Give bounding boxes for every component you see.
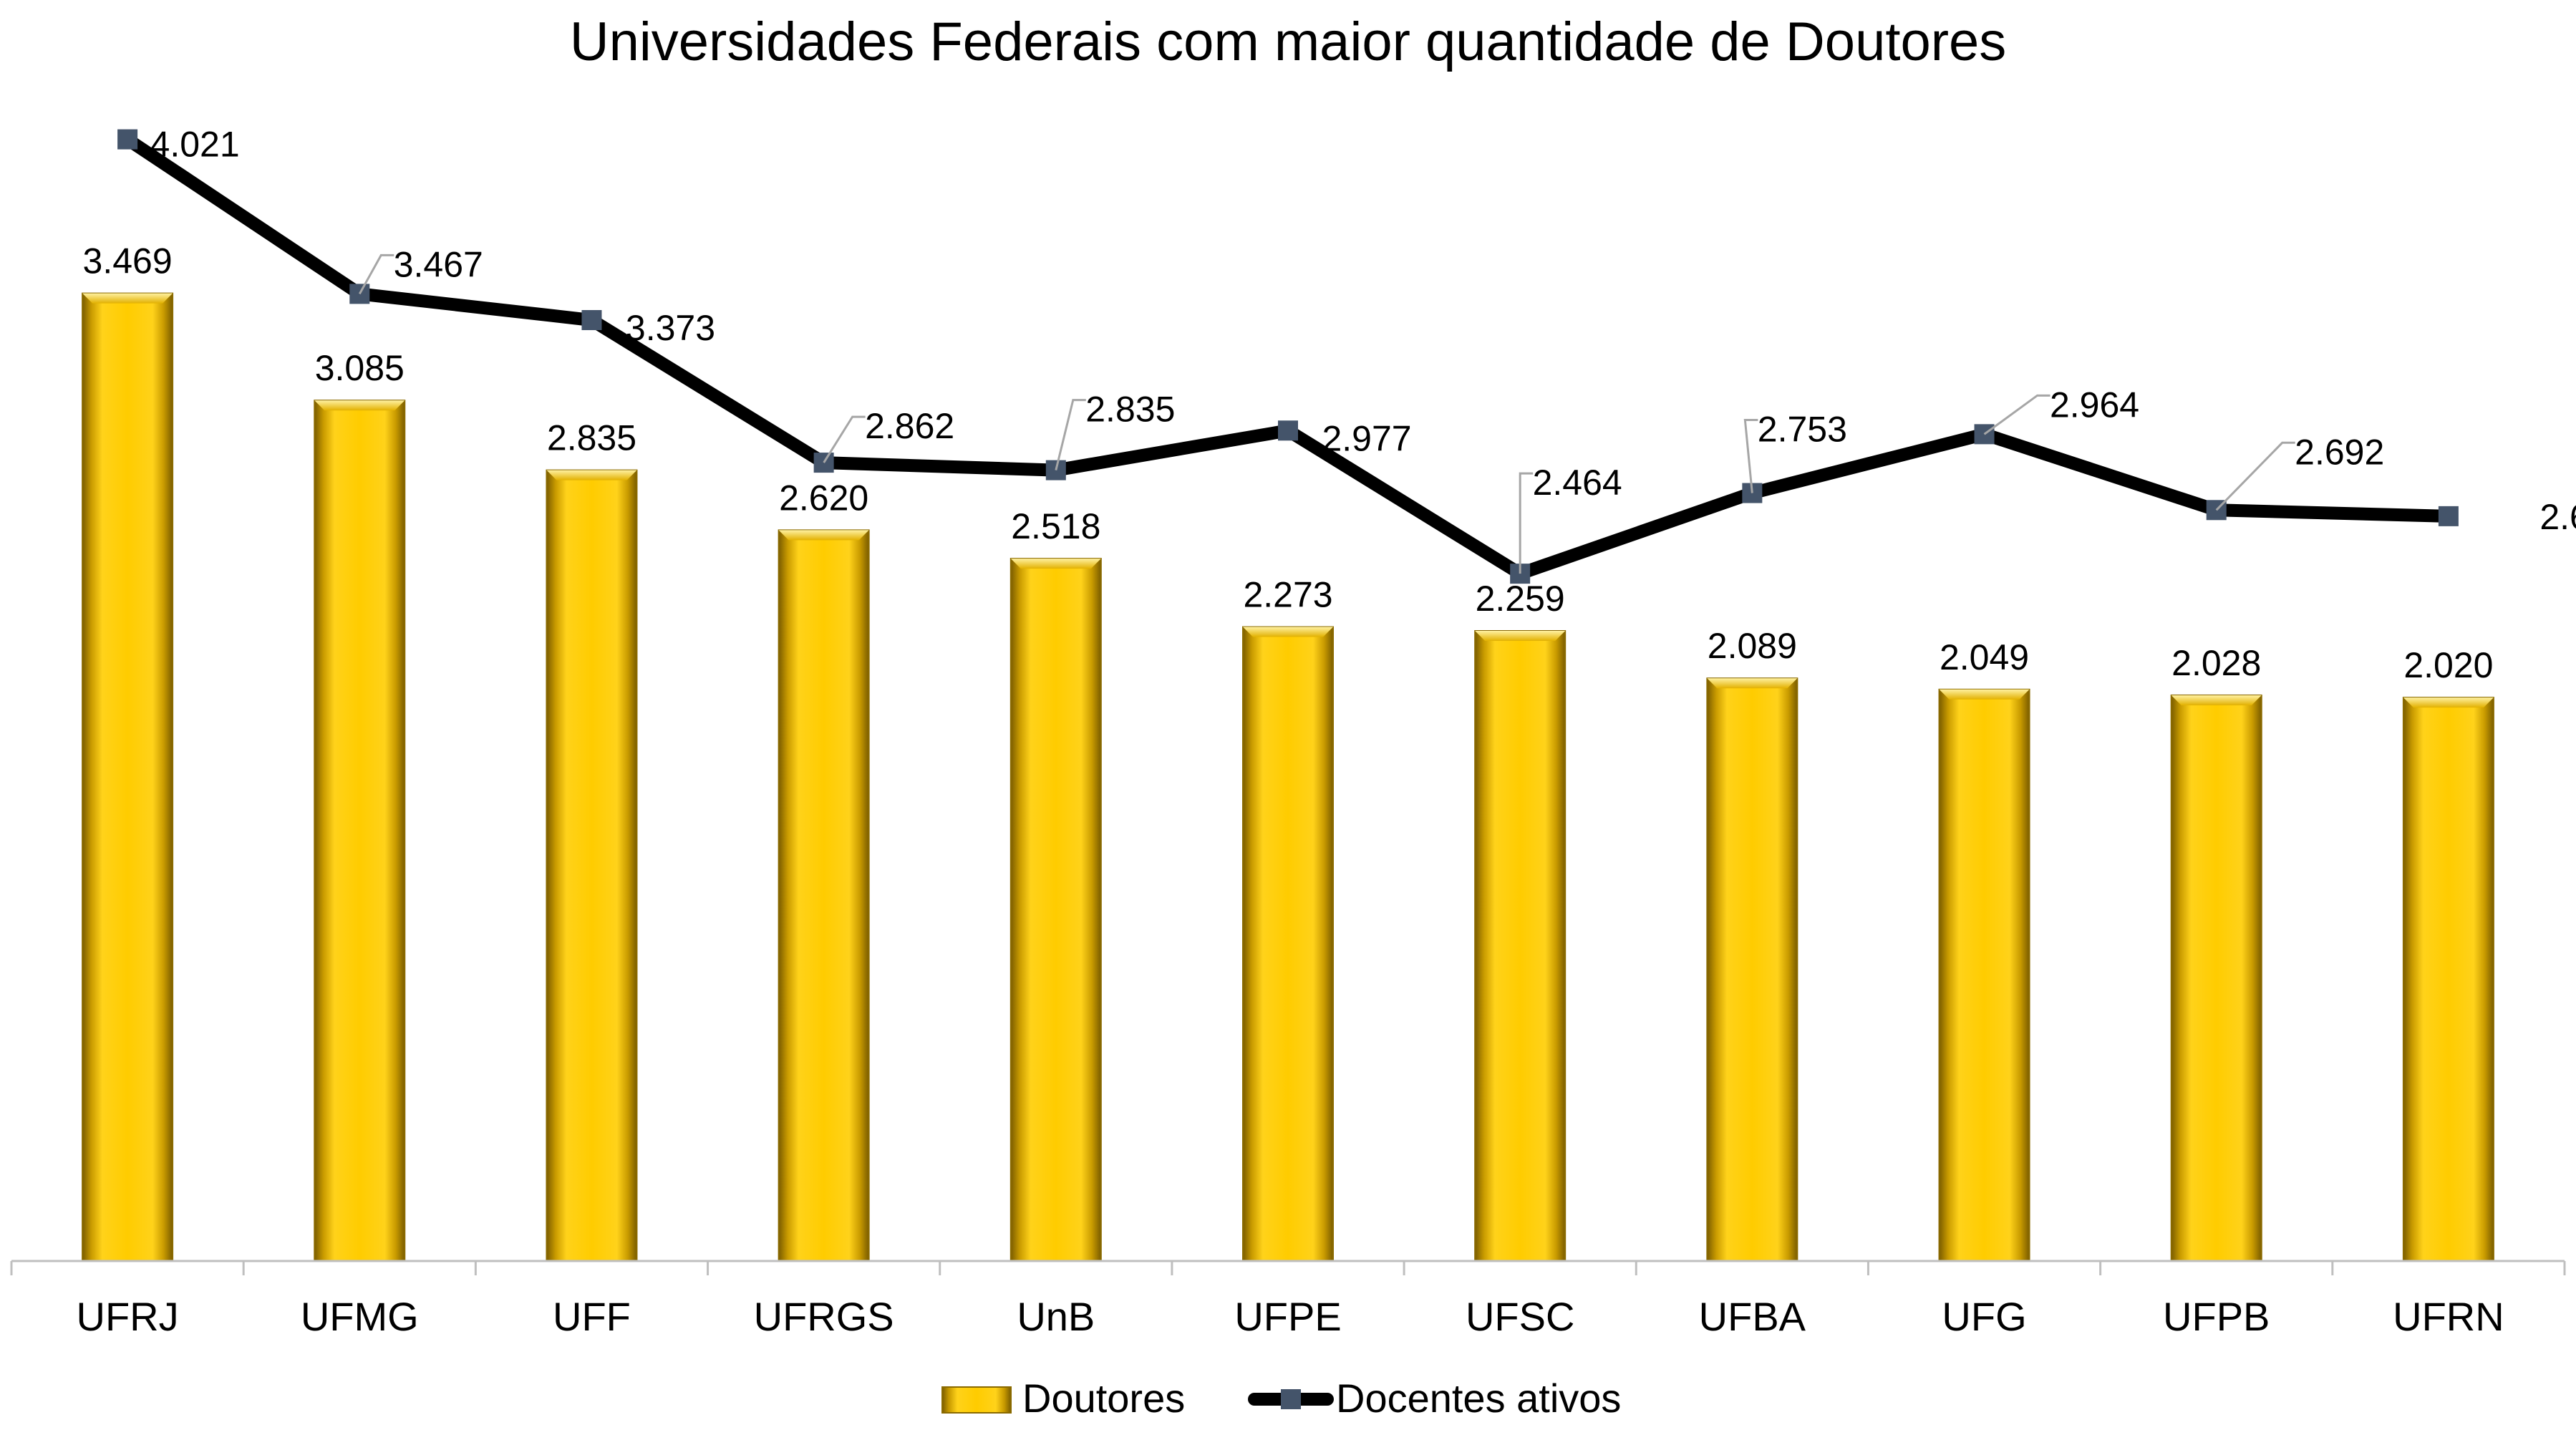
line-marker [2438,506,2459,526]
bar-value-label: 3.085 [315,348,405,388]
bar-value-label: 3.469 [83,241,173,281]
line-value-label: 3.467 [394,244,483,284]
legend-item-docentes: Docentes ativos [1248,1376,1621,1421]
line-layer [117,129,2459,584]
bar-ufba [1706,677,1798,1262]
bar-ufrj [82,292,174,1262]
label-leader-line [1743,419,1758,493]
legend-swatch-doutores [941,1386,1012,1414]
x-tick-label: UFF [553,1294,631,1339]
x-tick-label: UnB [1017,1294,1095,1339]
bar-body [1474,629,1567,1262]
bar-ufg [1938,688,2030,1262]
bar-value-label: 2.273 [1243,575,1332,615]
bar-body [2170,694,2262,1262]
bar-body [2402,697,2494,1262]
bar-bevel [778,530,869,541]
line-value-label: 2.835 [1085,390,1175,430]
legend: Doutores Docentes ativos [941,1376,1621,1421]
line-value-label: 2.862 [865,406,954,446]
bar-ufpb [2170,694,2262,1262]
x-tick-label: UFG [1942,1294,2026,1339]
bar-ufpe [1242,626,1334,1262]
bar-ufsc [1474,629,1567,1262]
line-value-label: 4.021 [150,125,240,165]
line-point-ufrn [2438,506,2459,526]
label-leader-line [1519,472,1534,574]
line-marker [349,284,370,304]
legend-marker-docentes [1281,1389,1301,1409]
labels-layer: 3.469 3.085 2.835 2.620 2.518 2.273 2.259 2.089… [83,125,2576,686]
bar-ufmg [314,400,406,1262]
bar-body [82,292,174,1262]
bar-value-label: 2.259 [1476,579,1565,619]
line-value-label: 2.670 [2539,497,2576,537]
bars-layer [82,292,2494,1262]
legend-label-docentes: Docentes ativos [1336,1376,1621,1421]
line-value-label: 2.464 [1533,463,1622,503]
label-leader-line [823,415,866,463]
bar-bevel [1475,630,1566,641]
bar-value-label: 2.835 [547,418,636,458]
chart-title: Universidades Federais com maior quantid… [570,11,2007,72]
bar-ufrn [2402,697,2494,1262]
bar-value-label: 2.028 [2171,643,2261,683]
line-value-label: 2.753 [1758,410,1847,450]
x-tick-label: UFSC [1466,1294,1574,1339]
bar-body [1938,688,2030,1262]
bar-value-label: 2.518 [1011,506,1100,546]
x-tick-label: UFPE [1234,1294,1341,1339]
line-value-label: 2.964 [2050,385,2139,425]
bar-bevel [1010,559,1101,569]
bar-body [1009,558,1102,1262]
bar-body [1242,626,1334,1262]
label-leader-line [1983,394,2050,435]
bar-value-label: 2.089 [1708,626,1797,666]
line-marker [581,310,602,331]
bar-value-label: 2.049 [1940,637,2029,677]
bar-body [314,400,406,1262]
x-tick-label: UFRJ [77,1294,179,1339]
x-tick-label: UFRGS [754,1294,894,1339]
x-tick-label: UFRN [2393,1294,2504,1339]
bar-bevel [82,293,173,304]
bar-value-label: 2.020 [2403,645,2493,685]
bar-ufrgs [778,529,870,1262]
legend-label-doutores: Doutores [1022,1376,1185,1421]
line-point-ufmg [349,284,370,304]
bar-bevel [546,470,637,480]
bar-body [778,529,870,1262]
bar-bevel [2171,695,2262,705]
line-point-uff [581,310,602,331]
bar-bevel [314,400,405,411]
bar-bevel [1707,678,1798,689]
label-leader-line [358,253,394,295]
line-point-ufrj [117,129,138,150]
legend-item-doutores: Doutores [941,1376,1185,1421]
bar-unb [1009,558,1102,1262]
bar-body [1706,677,1798,1262]
bar-value-label: 2.620 [779,478,868,518]
bar-bevel [1243,627,1333,637]
bar-uff [546,469,638,1262]
label-leader-line [2215,441,2295,511]
line-value-label: 3.373 [626,308,715,348]
bar-body [546,469,638,1262]
line-point-ufpe [1278,420,1298,441]
line-marker [1278,420,1298,441]
line-docentes-ativos [121,132,2455,581]
bar-bevel [1939,689,2030,700]
x-tick-label: UFMG [301,1294,419,1339]
ticks-layer: UFRJ UFMG UFF UFRGS UnB UFPE UFSC UFBA UFG UFPB UF… [10,1261,2566,1339]
line-value-label: 2.692 [2295,432,2384,472]
line-value-label: 2.977 [1322,418,1411,458]
label-leader-line [1055,399,1086,470]
bar-bevel [2403,697,2494,708]
line-marker [117,129,138,150]
x-tick-label: UFBA [1699,1294,1806,1339]
x-tick-label: UFPB [2163,1294,2270,1339]
